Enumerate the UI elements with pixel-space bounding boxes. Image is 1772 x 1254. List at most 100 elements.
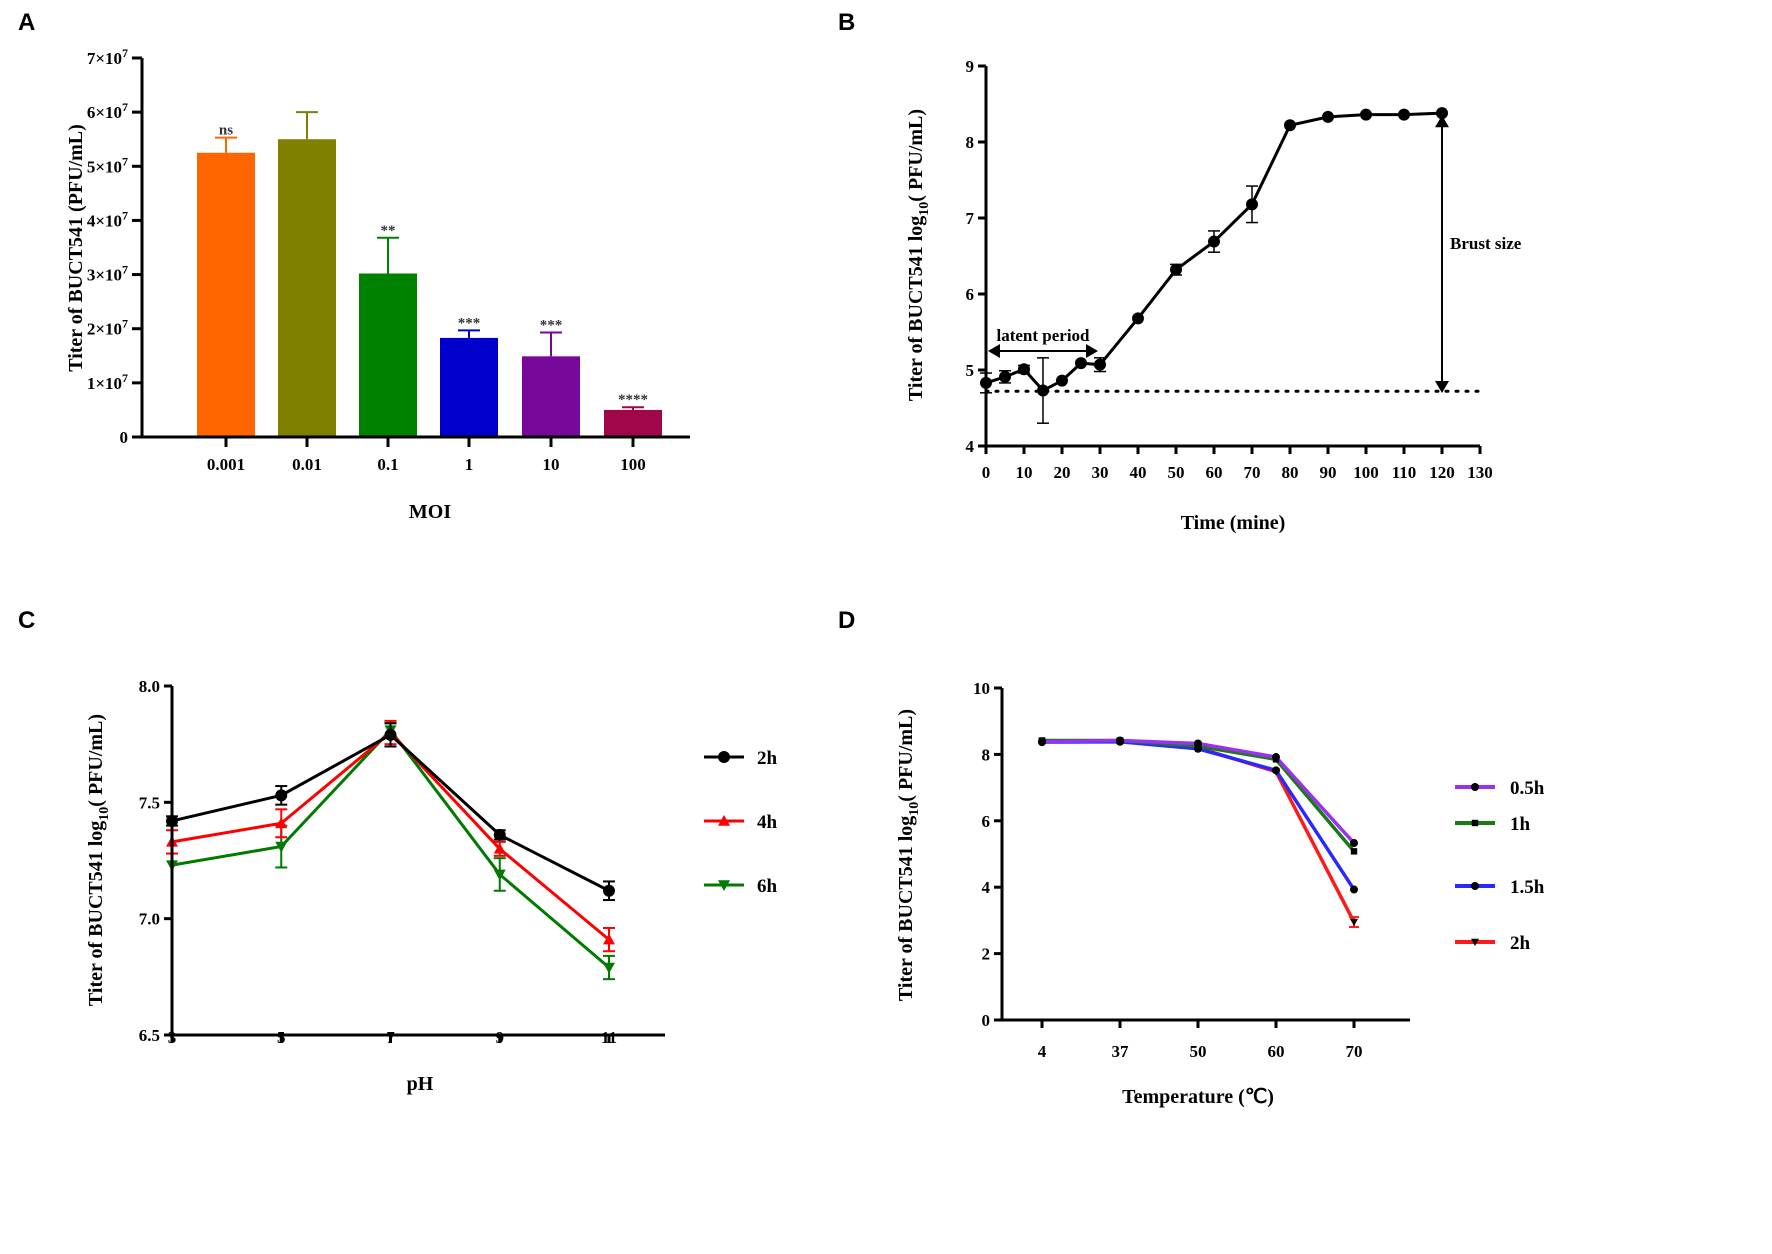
data-point-1h [1350,848,1358,855]
data-point [1075,357,1087,370]
data-point [1037,384,1049,397]
y-tick-label: 2×107 [87,317,128,339]
x-tick-label: 0 [982,463,991,482]
y-axis-label: Titer of BUCT541 log10( PFU/mL) [85,714,112,1006]
legend-label-1.5h: 1.5h [1510,877,1545,898]
legend-label-2h: 2h [1510,933,1531,954]
significance-label: ns [219,123,233,139]
legend-marker-1h [1471,819,1479,827]
y-tick-label: 8 [966,133,975,152]
data-point [1018,363,1030,376]
x-tick-label: 50 [1190,1042,1207,1061]
arrowhead-icon [1086,344,1098,358]
y-tick-label: 4×107 [87,208,128,230]
x-tick-label: 0.001 [207,455,245,474]
x-axis-label: Temperature (℃) [1122,1086,1274,1108]
significance-label: ** [381,223,396,239]
series-line-4h [171,730,610,941]
y-axis-label: Titer of BUCT541 log10( PFU/mL) [905,109,932,401]
panel-c-line-chart: 3 5 7 9 11 6.5 7.0 7.5 8.0 2h 4h 6h pH Titer of BUCT5… [85,677,778,1095]
x-tick-label: 60 [1206,463,1223,482]
x-tick-label: 7 [386,1028,395,1047]
data-point [999,370,1011,383]
data-point-2h [384,728,397,741]
data-point-2h [1350,918,1358,927]
data-point-2h [1194,744,1202,752]
data-point [1246,198,1258,211]
y-axis-label: Titer of BUCT541 (PFU/mL) [65,124,87,372]
significance-label: **** [618,392,648,408]
y-axis-label: Titer of BUCT541 log10( PFU/mL) [895,709,922,1001]
panel-label-b: B [838,9,855,36]
x-tick-label: 80 [1282,463,1299,482]
y-tick-label: 5×107 [87,154,128,176]
significance-label: *** [458,315,481,331]
x-tick-label: 20 [1054,463,1071,482]
x-tick-label: 0.1 [377,455,398,474]
legend-label-2h: 2h [757,748,778,769]
legend-marker-6h [718,880,730,891]
y-tick-label: 4 [966,437,975,456]
latent-period-label: latent period [996,326,1090,345]
x-tick-label: 9 [496,1028,505,1047]
y-tick-label: 7 [966,209,975,228]
panel-b-line-chart: 0 10 20 30 40 50 60 70 80 90 100 110 120 130 4 5 6 7 8 9 lat… [905,57,1522,534]
legend: 0.5h 1h 1.5h 2h [1455,778,1545,954]
x-tick-label: 3 [168,1028,177,1047]
data-point-6h [493,869,506,881]
y-tick-label: 8.0 [139,677,160,696]
legend-marker-4h [718,815,730,826]
x-tick-label: 100 [1353,463,1379,482]
legend-marker-1.5h [1471,882,1479,890]
y-tick-label: 6 [966,285,975,304]
legend-marker-0.5h [1471,783,1479,791]
x-tick-label: 50 [1168,463,1185,482]
y-tick-label: 8 [982,745,991,764]
data-point-4h [603,933,615,945]
data-point-6h [603,962,615,974]
x-tick-label: 90 [1320,463,1337,482]
x-axis-label: Time (mine) [1181,512,1286,534]
legend-label-0.5h: 0.5h [1510,778,1545,799]
y-tick-label: 6×107 [87,100,128,122]
y-tick-label: 9 [966,57,975,76]
y-tick-label: 7.0 [139,910,160,929]
data-point-2h [603,884,615,897]
bar-0.01 [278,139,336,437]
burst-size-label: Brust size [1450,234,1522,253]
panel-a-bar-chart: ns 0.001 0.01 ** 0.1 *** 1 *** 10 **** 100 0 1×107 2×… [65,46,690,523]
x-tick-label: 120 [1429,463,1455,482]
series-line-1.5h [1041,740,1356,891]
bar-10 [522,356,580,437]
data-point-2h [1272,768,1280,776]
y-tick-label: 10 [973,679,990,698]
data-point [1132,312,1144,325]
legend-label-6h: 6h [757,876,778,897]
x-tick-label: 10 [1016,463,1033,482]
data-point [1094,358,1106,371]
data-point [1284,119,1296,132]
series-line-2h [1041,739,1356,923]
series-line-0.5h [1041,738,1356,845]
series-line-2h [171,733,610,893]
data-point-1.5h [1350,885,1358,894]
data-point-6h [275,841,288,853]
arrowhead-icon [988,344,1000,358]
x-tick-label: 11 [601,1028,617,1047]
series-line-6h [171,727,610,969]
legend: 2h 4h 6h [704,748,778,897]
data-point-0.5h [1350,839,1358,848]
data-point [1322,110,1334,123]
x-tick-label: 30 [1092,463,1109,482]
y-tick-label: 6 [982,812,991,831]
data-point [1360,108,1372,121]
x-tick-label: 110 [1392,463,1417,482]
bar-0.1 [359,273,417,437]
y-tick-label: 6.5 [139,1026,160,1045]
legend-label-1h: 1h [1510,814,1531,835]
y-tick-label: 7×107 [87,46,128,68]
x-tick-label: 100 [620,455,646,474]
x-tick-label: 1 [465,455,474,474]
data-point-2h [1038,738,1046,746]
